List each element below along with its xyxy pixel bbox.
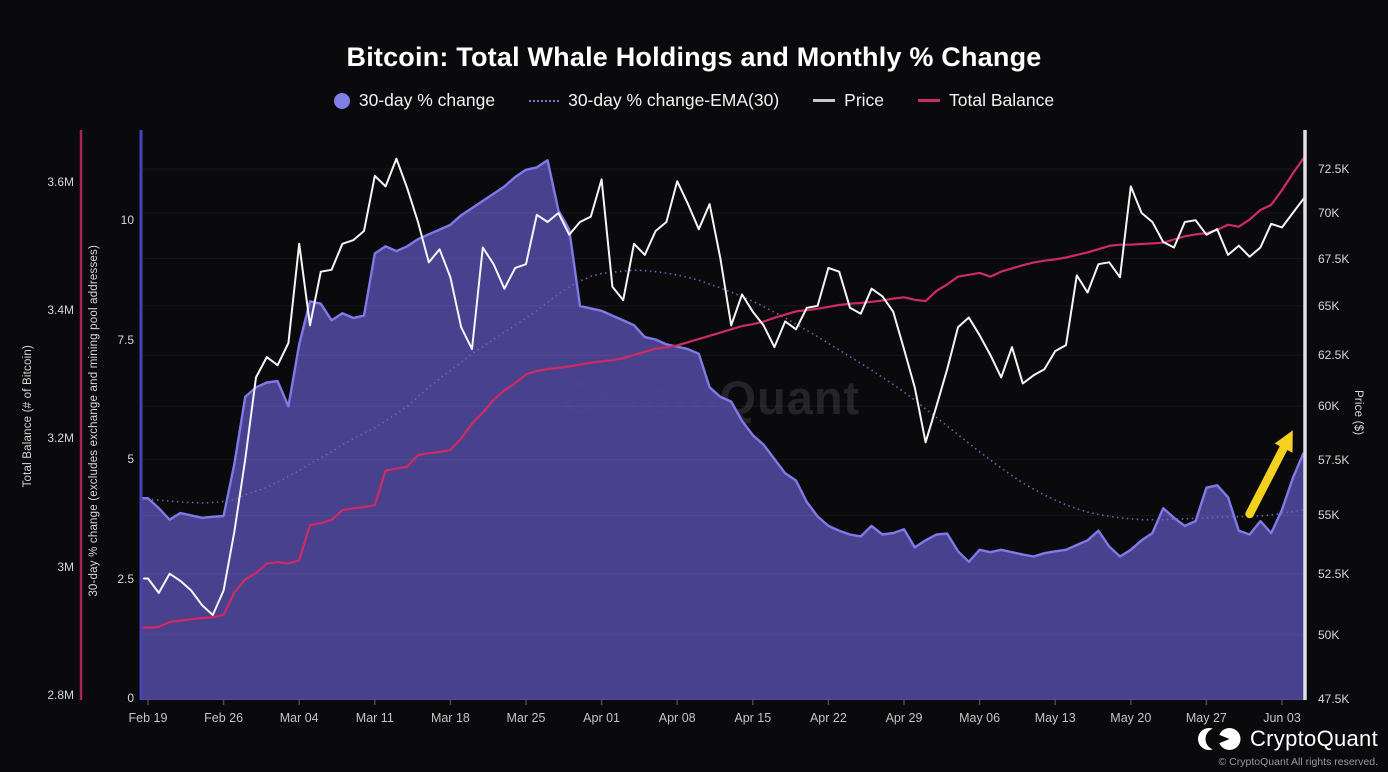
y-axis-tick-label-price: 72.5K bbox=[1318, 162, 1350, 176]
total-balance-legend-marker-icon bbox=[918, 99, 941, 102]
y-axis-tick-label-price: 55K bbox=[1318, 508, 1340, 523]
y-axis-tick-label-price: 50K bbox=[1318, 627, 1340, 642]
x-axis-tick-label: Mar 25 bbox=[506, 711, 546, 725]
x-axis-tick-label: Feb 26 bbox=[204, 711, 244, 725]
legend-label: 30-day % change-EMA(30) bbox=[568, 90, 780, 110]
copyright-text: © CryptoQuant All rights reserved. bbox=[1218, 756, 1378, 768]
ema-legend-marker-icon bbox=[529, 99, 560, 102]
y-axis-tick-label-pct: 0 bbox=[127, 691, 134, 705]
cryptoquant-logo: CryptoQuant bbox=[1197, 726, 1378, 752]
x-axis-tick-label: Apr 22 bbox=[809, 711, 847, 725]
legend-label: Price bbox=[844, 90, 885, 110]
price-line bbox=[143, 157, 1305, 616]
x-axis-tick-label: Feb 19 bbox=[128, 711, 168, 725]
y-axis-tick-label-balance: 3M bbox=[57, 559, 74, 574]
y-axis-tick-label-price: 57.5K bbox=[1318, 452, 1350, 467]
x-axis-tick-label: Mar 04 bbox=[279, 711, 319, 725]
y-axis-tick-label-pct: 7.5 bbox=[117, 332, 134, 347]
legend-item-ema: 30-day % change-EMA(30) bbox=[529, 90, 779, 111]
chart-title: Bitcoin: Total Whale Holdings and Monthl… bbox=[346, 42, 1042, 72]
y-axis-tick-label-balance: 3.2M bbox=[47, 431, 74, 446]
x-axis-tick-label: May 27 bbox=[1185, 711, 1227, 725]
legend-label: 30-day % change bbox=[358, 90, 496, 110]
x-axis-tick-label: Mar 11 bbox=[355, 711, 394, 725]
trend-arrow-annotation bbox=[1245, 439, 1291, 519]
legend: 30-day % change 30-day % change-EMA(30) … bbox=[0, 90, 1388, 111]
y-axis-tick-label-pct: 10 bbox=[120, 213, 134, 227]
y-axis-tick-label-price: 47.5K bbox=[1318, 692, 1350, 707]
y-axis-tick-label-price: 67.5K bbox=[1318, 251, 1350, 266]
x-axis-tick-label: Apr 08 bbox=[658, 711, 696, 725]
y-axis-tick-label-balance: 3.4M bbox=[47, 303, 74, 318]
pct-change-area-edge bbox=[142, 159, 1305, 563]
ema-line bbox=[142, 269, 1304, 521]
y-axis-tick-label-pct: 5 bbox=[127, 452, 134, 466]
x-axis-tick-label: Mar 18 bbox=[430, 711, 470, 725]
y-axis-tick-label-price: 70K bbox=[1318, 205, 1340, 220]
logo-text: CryptoQuant bbox=[1249, 726, 1378, 751]
y-axis-tick-label-balance: 3.6M bbox=[47, 174, 74, 189]
y-axis-tick-label-pct: 2.5 bbox=[117, 571, 134, 586]
legend-label: Total Balance bbox=[949, 90, 1055, 110]
y-axis-tick-label-price: 62.5K bbox=[1318, 348, 1350, 363]
x-axis-tick-label: May 20 bbox=[1110, 711, 1152, 725]
x-axis-tick-label: Apr 15 bbox=[734, 711, 772, 725]
legend-item-pct-change: 30-day % change bbox=[333, 90, 496, 111]
legend-item-price: Price bbox=[813, 90, 884, 111]
y-axis-tick-label-price: 60K bbox=[1318, 399, 1340, 414]
y-axis-title-price: Price ($) bbox=[1352, 390, 1364, 436]
y-axis-tick-label-price: 52.5K bbox=[1318, 566, 1350, 581]
total-balance-line bbox=[142, 157, 1305, 629]
x-axis-tick-label: May 06 bbox=[959, 711, 1001, 725]
legend-item-total-balance: Total Balance bbox=[918, 90, 1054, 111]
trend-arrow-head bbox=[1274, 430, 1293, 453]
y-axis-tick-label-price: 65K bbox=[1318, 298, 1340, 313]
x-axis-tick-label: Apr 01 bbox=[583, 711, 621, 725]
cryptoquant-logo-icon bbox=[1197, 726, 1242, 752]
pct-change-area bbox=[142, 160, 1304, 701]
pct-change-legend-marker-icon bbox=[333, 92, 350, 109]
price-legend-marker-icon bbox=[813, 99, 836, 102]
x-axis-tick-label: Apr 29 bbox=[885, 711, 923, 725]
x-axis-tick-label: Jun 03 bbox=[1263, 711, 1301, 725]
y-axis-tick-label-balance: 2.8M bbox=[47, 688, 74, 702]
x-axis-tick-label: May 13 bbox=[1034, 711, 1076, 725]
